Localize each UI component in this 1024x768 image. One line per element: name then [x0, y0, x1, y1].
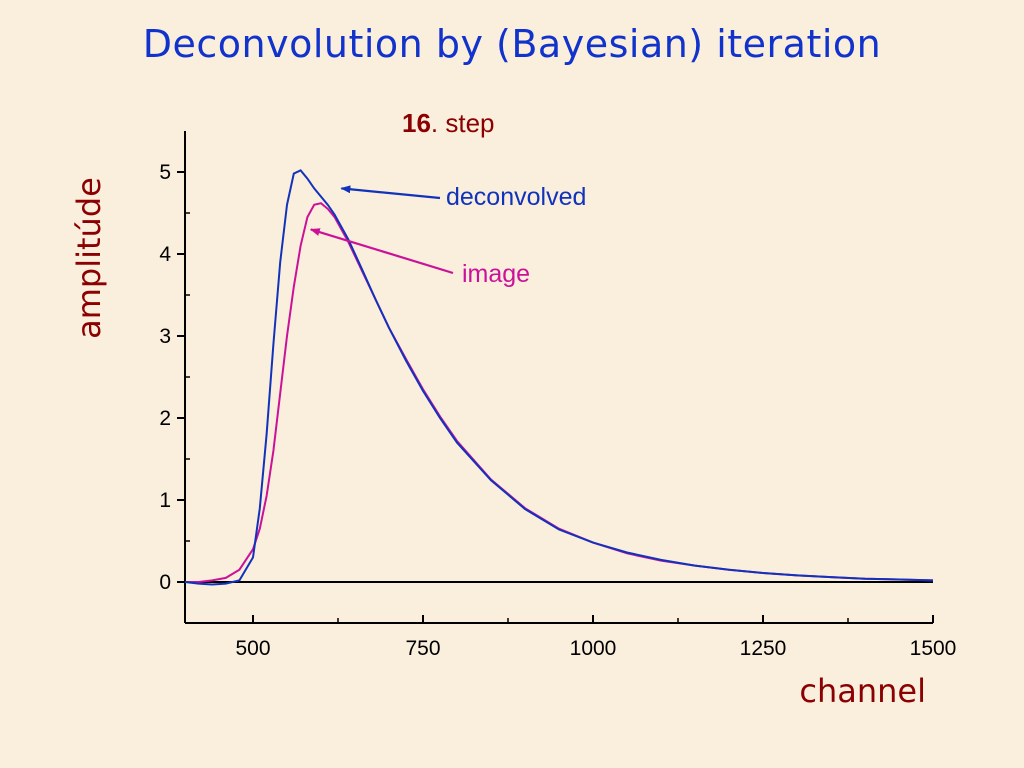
annotation-arrow [340, 185, 441, 200]
x-tick-label: 500 [235, 637, 270, 660]
chart-annotations: deconvolved image [309, 183, 586, 288]
y-tick-label: 5 [159, 161, 171, 184]
chart-ticks: 0 1 2 3 4 5 500 750 1000 1250 1500 [159, 161, 956, 660]
x-tick-label: 1000 [570, 637, 617, 660]
step-word: . step [431, 108, 495, 138]
series-line-deconvolved [184, 169, 934, 586]
x-tick-label: 750 [405, 637, 440, 660]
x-tick-label: 1250 [740, 637, 787, 660]
y-tick-label: 3 [159, 325, 171, 348]
y-tick-label: 4 [159, 243, 171, 266]
chart-subtitle: 16. step [402, 108, 495, 138]
chart-series [184, 169, 934, 586]
y-axis-label: amplitúde [70, 177, 108, 339]
slide-title: Deconvolution by (Bayesian) iteration [142, 22, 882, 66]
annotation-label-image: image [462, 260, 530, 288]
annotation-arrow [309, 228, 454, 275]
x-tick-label: 1500 [910, 637, 957, 660]
x-axis-label: channel [799, 672, 926, 710]
annotation-label-deconvolved: deconvolved [446, 183, 586, 211]
step-number: 16 [402, 108, 431, 138]
y-tick-label: 1 [159, 489, 171, 512]
series-line-image [185, 202, 934, 583]
y-tick-label: 2 [159, 407, 171, 430]
y-tick-label: 0 [159, 571, 171, 594]
